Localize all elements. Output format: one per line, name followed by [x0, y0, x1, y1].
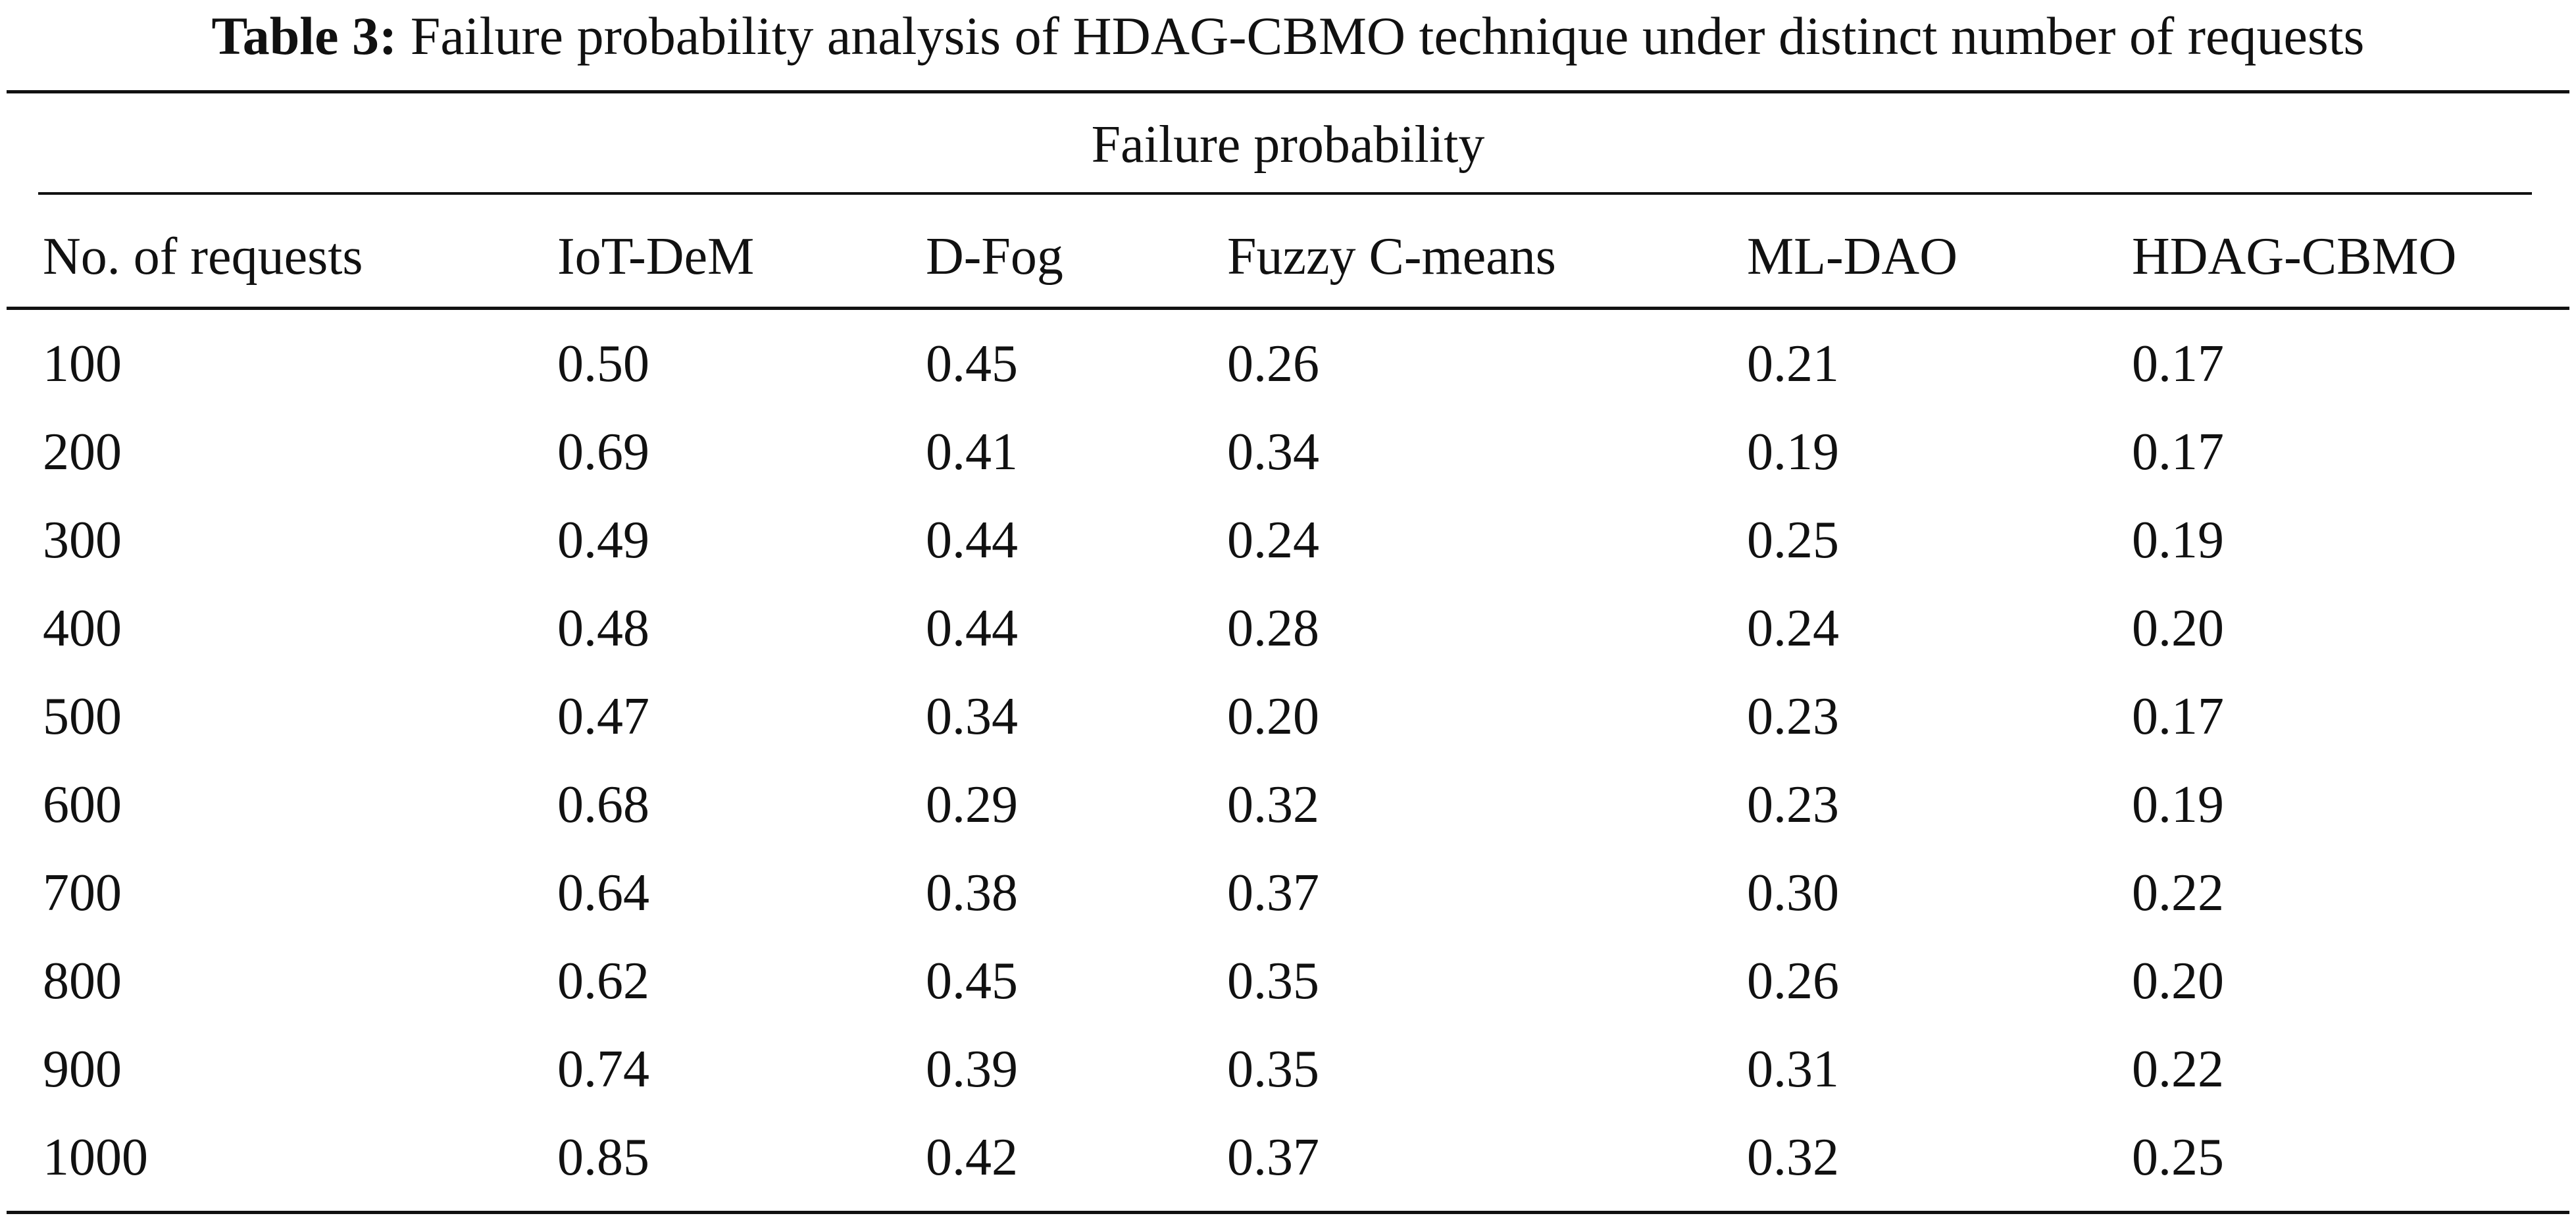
- cell-d-fog: 0.29: [926, 776, 1018, 834]
- column-header-ml-dao: ML-DAO: [1747, 228, 1957, 286]
- cell-ml-dao: 0.31: [1747, 1040, 1839, 1098]
- cell-ml-dao: 0.21: [1747, 335, 1839, 393]
- cell-fuzzy-c-means: 0.26: [1227, 335, 1319, 393]
- column-header-fuzzy-c-means: Fuzzy C-means: [1227, 228, 1556, 286]
- cell-fuzzy-c-means: 0.28: [1227, 599, 1319, 657]
- cell-requests: 900: [43, 1040, 122, 1098]
- cell-fuzzy-c-means: 0.34: [1227, 423, 1319, 481]
- cell-hdag-cbmo: 0.20: [2132, 952, 2224, 1010]
- cell-requests: 400: [43, 599, 122, 657]
- cell-requests: 700: [43, 864, 122, 922]
- cell-d-fog: 0.38: [926, 864, 1018, 922]
- table-caption: Table 3: Failure probability analysis of…: [0, 0, 2576, 86]
- cell-iot-dem: 0.48: [557, 599, 649, 657]
- cell-d-fog: 0.34: [926, 688, 1018, 746]
- cell-iot-dem: 0.62: [557, 952, 649, 1010]
- cell-ml-dao: 0.30: [1747, 864, 1839, 922]
- table-row: 700 0.64 0.38 0.37 0.30 0.22: [0, 867, 2576, 926]
- table-row: 800 0.62 0.45 0.35 0.26 0.20: [0, 955, 2576, 1014]
- cell-fuzzy-c-means: 0.35: [1227, 952, 1319, 1010]
- cell-ml-dao: 0.19: [1747, 423, 1839, 481]
- cell-hdag-cbmo: 0.17: [2132, 423, 2224, 481]
- cell-d-fog: 0.42: [926, 1129, 1018, 1186]
- cell-requests: 600: [43, 776, 122, 834]
- cell-iot-dem: 0.68: [557, 776, 649, 834]
- cell-fuzzy-c-means: 0.37: [1227, 864, 1319, 922]
- cell-iot-dem: 0.69: [557, 423, 649, 481]
- cell-hdag-cbmo: 0.25: [2132, 1129, 2224, 1186]
- cell-requests: 1000: [43, 1129, 148, 1186]
- cell-d-fog: 0.44: [926, 599, 1018, 657]
- cell-iot-dem: 0.74: [557, 1040, 649, 1098]
- cell-ml-dao: 0.23: [1747, 688, 1839, 746]
- cell-d-fog: 0.41: [926, 423, 1018, 481]
- top-rule: [7, 90, 2569, 93]
- header-row: No. of requests IoT-DeM D-Fog Fuzzy C-me…: [0, 230, 2576, 290]
- cell-fuzzy-c-means: 0.20: [1227, 688, 1319, 746]
- cell-d-fog: 0.45: [926, 952, 1018, 1010]
- cell-ml-dao: 0.23: [1747, 776, 1839, 834]
- cell-ml-dao: 0.24: [1747, 599, 1839, 657]
- header-rule: [7, 307, 2569, 310]
- cell-iot-dem: 0.64: [557, 864, 649, 922]
- cell-hdag-cbmo: 0.17: [2132, 335, 2224, 393]
- cell-requests: 800: [43, 952, 122, 1010]
- table-row: 300 0.49 0.44 0.24 0.25 0.19: [0, 514, 2576, 573]
- table-row: 600 0.68 0.29 0.32 0.23 0.19: [0, 778, 2576, 838]
- cell-requests: 300: [43, 511, 122, 569]
- cell-fuzzy-c-means: 0.35: [1227, 1040, 1319, 1098]
- table-row: 1000 0.85 0.42 0.37 0.32 0.25: [0, 1131, 2576, 1190]
- table-row: 400 0.48 0.44 0.28 0.24 0.20: [0, 602, 2576, 661]
- cell-iot-dem: 0.47: [557, 688, 649, 746]
- column-header-iot-dem: IoT-DeM: [557, 228, 755, 286]
- column-header-d-fog: D-Fog: [926, 228, 1063, 286]
- cell-d-fog: 0.44: [926, 511, 1018, 569]
- cell-requests: 100: [43, 335, 122, 393]
- group-rule: [38, 192, 2532, 195]
- cell-d-fog: 0.39: [926, 1040, 1018, 1098]
- cell-hdag-cbmo: 0.17: [2132, 688, 2224, 746]
- column-header-requests: No. of requests: [43, 228, 363, 286]
- column-header-hdag-cbmo: HDAG-CBMO: [2132, 228, 2457, 286]
- cell-fuzzy-c-means: 0.32: [1227, 776, 1319, 834]
- cell-iot-dem: 0.50: [557, 335, 649, 393]
- table-row: 900 0.74 0.39 0.35 0.31 0.22: [0, 1043, 2576, 1102]
- group-header: Failure probability: [1091, 116, 1485, 174]
- cell-ml-dao: 0.26: [1747, 952, 1839, 1010]
- cell-iot-dem: 0.85: [557, 1129, 649, 1186]
- cell-requests: 200: [43, 423, 122, 481]
- cell-ml-dao: 0.25: [1747, 511, 1839, 569]
- cell-hdag-cbmo: 0.20: [2132, 599, 2224, 657]
- table-row: 500 0.47 0.34 0.20 0.23 0.17: [0, 690, 2576, 750]
- table-row: 100 0.50 0.45 0.26 0.21 0.17: [0, 338, 2576, 397]
- cell-hdag-cbmo: 0.22: [2132, 864, 2224, 922]
- cell-hdag-cbmo: 0.22: [2132, 1040, 2224, 1098]
- cell-requests: 500: [43, 688, 122, 746]
- cell-iot-dem: 0.49: [557, 511, 649, 569]
- cell-hdag-cbmo: 0.19: [2132, 511, 2224, 569]
- cell-hdag-cbmo: 0.19: [2132, 776, 2224, 834]
- table-row: 200 0.69 0.41 0.34 0.19 0.17: [0, 426, 2576, 485]
- cell-d-fog: 0.45: [926, 335, 1018, 393]
- caption-text: Failure probability analysis of HDAG-CBM…: [410, 6, 2365, 66]
- cell-fuzzy-c-means: 0.24: [1227, 511, 1319, 569]
- cell-ml-dao: 0.32: [1747, 1129, 1839, 1186]
- bottom-rule: [7, 1211, 2569, 1214]
- cell-fuzzy-c-means: 0.37: [1227, 1129, 1319, 1186]
- caption-label: Table 3:: [211, 6, 397, 66]
